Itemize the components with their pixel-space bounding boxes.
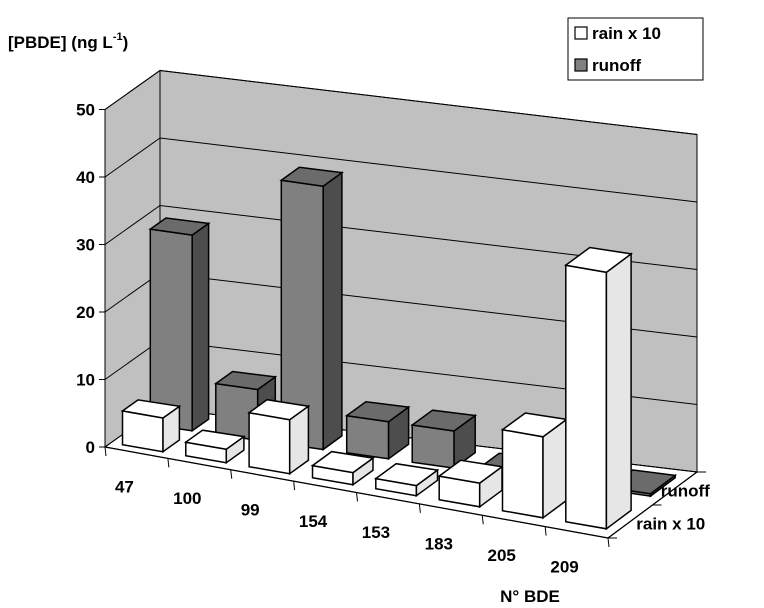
x-tick-mark — [293, 481, 296, 491]
bar-rain-99 — [247, 398, 311, 476]
legend-label-rain: rain x 10 — [592, 24, 661, 43]
bars-group — [120, 166, 678, 531]
bar-top-face — [344, 401, 411, 423]
x-tick-mark — [230, 469, 233, 479]
bar-runoff-153 — [410, 409, 478, 470]
bar-runoff-47 — [148, 217, 211, 433]
y-tick-label: 50 — [76, 101, 95, 120]
x-tick-label: 154 — [299, 512, 328, 531]
bar-top-face — [120, 399, 182, 419]
bar-top-face — [148, 217, 211, 236]
y-tick-label: 40 — [76, 168, 95, 187]
bar-runoff-99 — [279, 166, 344, 451]
bar-top-face — [563, 246, 633, 274]
legend-label-runoff: runoff — [592, 56, 641, 75]
x-axis-title: N° BDE — [500, 587, 560, 606]
x-tick-label: 153 — [362, 523, 390, 542]
x-tick-label: 100 — [173, 489, 201, 508]
bar-rain-205 — [500, 412, 569, 520]
bar-side-face — [605, 252, 632, 531]
bar-top-face — [213, 370, 278, 391]
x-tick-mark — [481, 515, 484, 525]
y-tick-label: 10 — [76, 371, 95, 390]
x-tick-mark — [356, 492, 358, 502]
bar-rain-47 — [120, 399, 182, 454]
x-tick-mark — [607, 537, 610, 548]
bar-top-face — [247, 398, 311, 421]
bar-front-face — [565, 264, 608, 530]
bar-rain-154 — [310, 450, 375, 487]
y-tick-label: 30 — [76, 236, 95, 255]
x-tick-label: 183 — [425, 535, 453, 554]
x-tick-mark — [544, 526, 547, 536]
y-tick-label: 0 — [86, 438, 95, 457]
legend-box — [567, 17, 704, 81]
bar-rain-183 — [437, 459, 504, 509]
legend-swatch-runoff — [574, 58, 588, 72]
bar-top-face — [279, 166, 344, 187]
y-axis-title: [PBDE] (ng L-1) — [8, 31, 128, 52]
bar-top-face — [183, 429, 246, 450]
bar-runoff-154 — [344, 401, 411, 461]
gridline — [104, 204, 698, 270]
bar-front-face — [248, 411, 291, 475]
x-tick-label: 205 — [488, 546, 516, 565]
bar-side-face — [322, 171, 343, 451]
bar-front-face — [411, 424, 455, 469]
x-tick-label: 47 — [115, 478, 134, 497]
bar-top-face — [373, 462, 440, 487]
bar-rain-100 — [183, 429, 246, 465]
depth-label-rain: rain x 10 — [636, 515, 705, 534]
axes-group: 0 10 20 30 40 50 47 100 99 154 153 183 205 209 runoff r… — [76, 101, 710, 577]
legend-swatch-rain — [574, 26, 588, 40]
bar-side-face — [191, 221, 210, 433]
depth-label-runoff: runoff — [661, 482, 710, 501]
legend: rain x 10 runoff — [567, 17, 704, 81]
bar-front-face — [345, 414, 390, 460]
bar-front-face — [501, 428, 544, 519]
gridline — [104, 137, 698, 203]
x-tick-mark — [418, 503, 421, 513]
bar-top-face — [310, 450, 375, 474]
x-tick-label: 209 — [550, 557, 578, 576]
bar-front-face — [149, 228, 193, 432]
bar-rain-153 — [373, 462, 440, 498]
gridline — [104, 69, 698, 135]
y-tick-label: 20 — [76, 303, 95, 322]
bar-top-face — [410, 409, 478, 432]
x-tick-label: 99 — [241, 500, 260, 519]
bar-rain-209 — [563, 246, 633, 531]
x-tick-mark — [167, 458, 170, 468]
x-tick-mark — [104, 446, 107, 457]
